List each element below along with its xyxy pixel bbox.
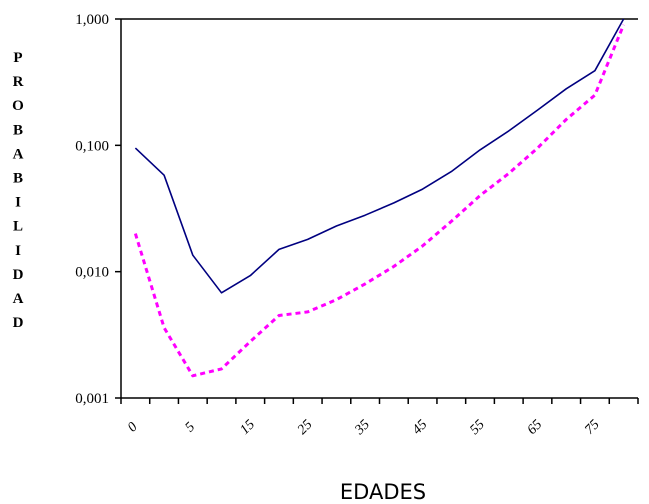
x-tick-label: 75 <box>582 417 603 438</box>
x-tick-label: 55 <box>467 417 488 438</box>
y-axis-title-letter: P <box>13 50 22 66</box>
x-tick-label: 65 <box>525 417 546 438</box>
x-tick-label: 35 <box>352 417 373 438</box>
x-axis-title: EDADES <box>340 480 426 504</box>
x-tick-label: 45 <box>410 417 431 438</box>
x-ticks: 0 5 15 25 35 45 55 65 75 <box>120 398 639 438</box>
y-tick-label: 1,000 <box>75 12 109 28</box>
y-axis-title-letter: I <box>15 243 21 259</box>
series-line-solid <box>134 18 625 294</box>
y-tick-label: 0,001 <box>75 391 109 407</box>
y-axis-title-letter: D <box>13 315 24 331</box>
y-axis-title-letter: R <box>13 74 24 90</box>
y-axis-title-letter: O <box>12 98 24 114</box>
x-tick-label: 0 <box>125 420 141 436</box>
series-line-dashed <box>133 24 625 378</box>
y-axis-title-letter: A <box>13 146 24 162</box>
y-ticks: 0,001 0,010 0,100 1,000 <box>75 12 121 407</box>
x-tick-label: 15 <box>238 417 259 438</box>
series-group <box>133 18 625 378</box>
y-axis-title-letter: I <box>15 195 21 211</box>
x-tick-label: 5 <box>183 420 199 436</box>
y-tick-label: 0,010 <box>75 265 109 281</box>
x-tick-label: 25 <box>295 417 316 438</box>
plot-area: 0,001 0,010 0,100 1,000 0 5 15 25 35 45 55 65 75 <box>75 12 639 438</box>
y-axis-title-letter: D <box>13 267 24 283</box>
y-axis-title-letter: L <box>13 219 23 235</box>
y-axis-title-letter: A <box>13 291 24 307</box>
y-axis-title-letter: B <box>13 171 23 187</box>
y-tick-label: 0,100 <box>75 138 109 154</box>
y-axis-title-letter: B <box>13 122 23 138</box>
